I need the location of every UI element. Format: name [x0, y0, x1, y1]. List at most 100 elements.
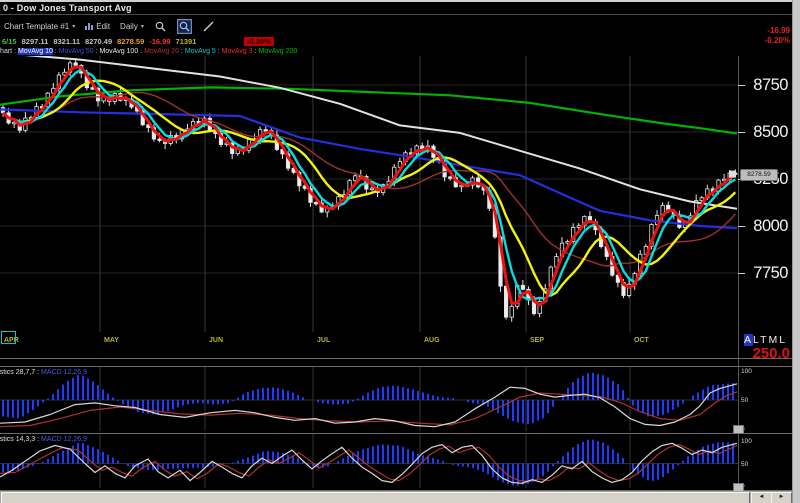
price-tick-label: 8000	[753, 216, 788, 235]
quote-open: 8297.11	[21, 37, 49, 46]
panel-divider	[0, 490, 792, 491]
scroll-left-button[interactable]: ◄	[751, 492, 772, 503]
price-chart[interactable]: APR MAY JUN JUL AUG SEP OCT	[0, 56, 738, 352]
chart-template-label: Chart Template #1	[4, 21, 70, 31]
panel-tick-label: 100	[741, 438, 752, 445]
quote-change: -16.99	[149, 37, 171, 46]
ma-line	[0, 86, 738, 135]
panel-tick-label: 100	[741, 368, 752, 375]
magnifier-icon	[155, 21, 166, 31]
symbol-letter: L	[753, 334, 761, 346]
ma-line	[2, 79, 737, 297]
quote-close: 8278.59	[117, 37, 145, 46]
legend-item[interactable]: MovAvg 5	[184, 48, 216, 55]
legend-separator: :	[215, 48, 222, 55]
magnifier-icon	[179, 21, 190, 31]
legend-item[interactable]: MovAvg 200	[258, 48, 298, 55]
arrow-left-icon: ◄	[758, 494, 765, 500]
interval-label: Daily	[120, 21, 138, 31]
stochastics-panel-1[interactable]	[0, 367, 738, 433]
price-tick-mark	[738, 85, 745, 86]
legend-separator: :	[12, 48, 18, 55]
percent-change-badge: -0.20%	[244, 37, 274, 46]
legend-item[interactable]: MovAvg 10	[17, 48, 53, 55]
ma-line	[24, 56, 738, 210]
pencil-line-icon	[203, 21, 214, 31]
stochastics-panel-2[interactable]	[0, 434, 738, 490]
bar-chart-icon	[85, 22, 94, 30]
panel-divider	[0, 433, 792, 434]
panel1-label: Stochastics 28,7,7 : MACD 12,26,9	[0, 369, 130, 376]
symbol-letter: M	[768, 334, 780, 346]
symbol-letter: T	[760, 334, 769, 346]
symbol-entry-field[interactable]: ALTML	[744, 334, 787, 346]
month-label: APR	[4, 337, 19, 344]
quote-data-row: 6/15 8297.11 8321.11 8270.49 8278.59 -16.99 71…	[2, 37, 201, 46]
quote-low: 8270.49	[85, 37, 113, 46]
month-label: AUG	[424, 337, 440, 344]
price-tick-mark	[738, 131, 745, 133]
chevron-down-icon: ▾	[140, 23, 144, 30]
price-tick-label: 7750	[753, 263, 788, 282]
panel-tick-label: 50	[741, 460, 749, 468]
legend-separator: :	[252, 48, 259, 55]
title-divider	[0, 14, 792, 15]
edit-label: Edit	[96, 21, 111, 31]
chevron-down-icon: ▾	[72, 23, 76, 30]
indicator-legend: Chart : MovAvg 10 : MovAvg 50 : MovAvg 1…	[0, 48, 297, 55]
month-label: JUN	[209, 337, 223, 344]
legend-separator: :	[178, 48, 185, 55]
legend-separator: :	[93, 48, 100, 55]
net-change-value: -16.99	[767, 26, 790, 35]
chart-template-dropdown[interactable]: Chart Template #1 ▾	[4, 22, 75, 31]
interval-dropdown[interactable]: Daily ▾	[120, 22, 144, 31]
stochastics-label: Stochastics 14,3,3 :	[0, 436, 40, 443]
last-price-tag: 8278.59	[740, 168, 778, 181]
ma-line	[0, 108, 738, 230]
window-top-edge	[0, 0, 800, 2]
ma-line	[1, 65, 736, 307]
price-tick-label: 8500	[753, 122, 788, 141]
window-right-edge	[792, 0, 800, 503]
legend-item[interactable]: MovAvg 100	[99, 48, 139, 55]
panel-resize-grip[interactable]	[733, 425, 744, 434]
percent-change-value: -0.20%	[764, 36, 790, 45]
right-change-stats: -16.99 -0.20%	[700, 26, 790, 46]
edit-button[interactable]: Edit	[85, 22, 110, 31]
stochastics-label: Stochastics 28,7,7 :	[0, 369, 40, 376]
legend-item[interactable]: Chart	[0, 48, 13, 55]
month-label: JUL	[317, 337, 331, 344]
legend-item[interactable]: MovAvg 3	[221, 48, 253, 55]
month-label: MAY	[104, 337, 119, 344]
macd-label: MACD 12,26,9	[41, 436, 87, 443]
price-tick-mark	[738, 272, 745, 274]
section-divider	[0, 358, 792, 359]
quote-high: 8321.11	[53, 37, 81, 46]
month-label: OCT	[634, 337, 650, 344]
quote-date: 6/15	[2, 37, 17, 46]
selection-box	[1, 331, 16, 344]
panel-tick-label: 50	[741, 397, 749, 404]
horizontal-scrollbar[interactable]: ◄ ►	[0, 491, 792, 503]
panel-divider	[0, 366, 792, 367]
legend-item[interactable]: MovAvg 50	[58, 48, 94, 55]
panel2-label: Stochastics 14,3,3 : MACD 12,26,9	[0, 436, 130, 443]
chart-toolbar: Chart Template #1 ▾ Edit Daily ▾	[4, 18, 215, 34]
symbol-entry-value: 250.0	[752, 345, 790, 362]
scrollbar-thumb[interactable]	[1, 492, 750, 503]
legend-separator: :	[52, 48, 59, 55]
arrow-right-icon: ►	[778, 494, 785, 500]
ma-line	[2, 91, 736, 267]
price-tick-label: 8750	[753, 76, 788, 94]
draw-line-button[interactable]	[202, 20, 215, 33]
month-label: SEP	[530, 337, 544, 344]
legend-item[interactable]: MovAvg 20	[144, 48, 179, 55]
symbol-letter: L	[779, 334, 788, 346]
quote-volume: 71391	[175, 37, 197, 46]
scroll-right-button[interactable]: ►	[771, 492, 792, 503]
zoom-out-button[interactable]	[154, 20, 167, 33]
symbol-letter: A	[744, 334, 754, 346]
legend-separator: :	[138, 48, 145, 55]
zoom-in-button-selected[interactable]	[176, 18, 192, 34]
